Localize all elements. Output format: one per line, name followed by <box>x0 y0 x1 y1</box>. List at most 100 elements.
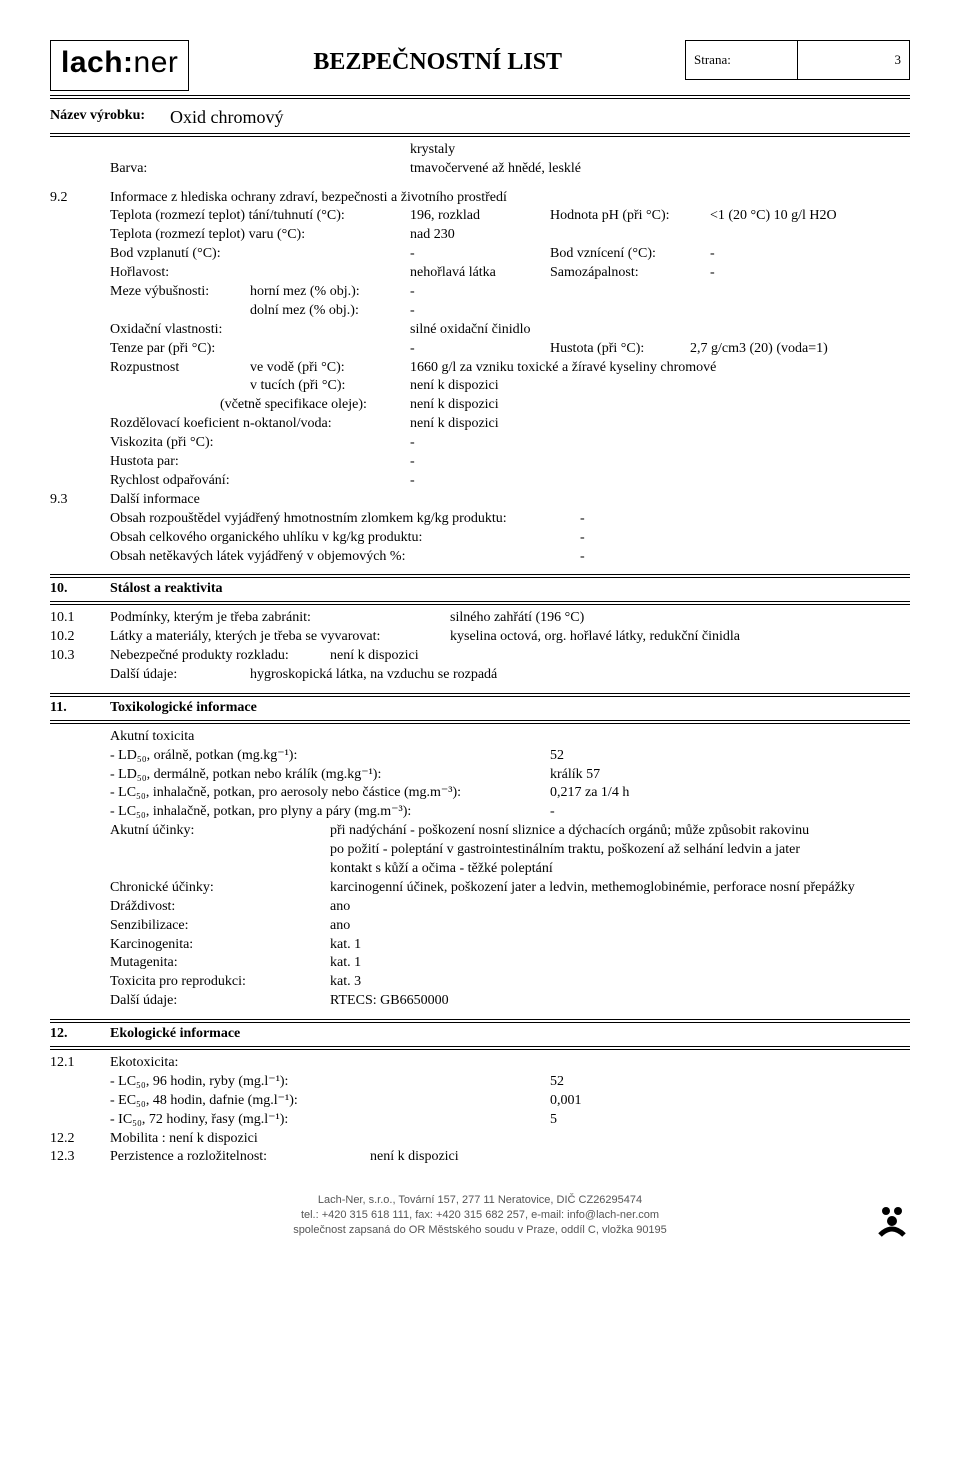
o1v: - <box>580 510 585 529</box>
section-10-body: 10.1Podmínky, kterým je třeba zabránit:s… <box>50 609 910 685</box>
document-title: BEZPEČNOSTNÍ LIST <box>189 40 686 78</box>
koef-v: není k dispozici <box>410 415 499 434</box>
v: 196, rozklad <box>410 207 550 226</box>
section-9-body: krystaly Barva:tmavočervené až hnědé, le… <box>50 141 910 567</box>
k: Teplota (rozmezí teplot) varu (°C): <box>110 226 410 245</box>
ox-k: Oxidační vlastnosti: <box>110 321 410 340</box>
ch-v: karcinogenní účinek, poškození jater a l… <box>330 879 910 898</box>
acute-toxicity-head: Akutní toxicita <box>110 728 910 747</box>
visk-k: Viskozita (při °C): <box>110 434 410 453</box>
s11-num: 11. <box>50 699 110 718</box>
k: Látky a materiály, kterých je třeba se v… <box>110 628 450 647</box>
product-row: Název výrobku: Oxid chromový <box>50 103 910 131</box>
hust-k: Hustota (při °C): <box>550 340 690 359</box>
s10-num: 10. <box>50 580 110 599</box>
o2v: - <box>580 529 585 548</box>
logo-right: ner <box>134 46 179 79</box>
num-9-3: 9.3 <box>50 491 100 510</box>
page-header: lach:ner BEZPEČNOSTNÍ LIST Strana: 3 <box>50 40 910 91</box>
tr-v: kat. 3 <box>330 973 361 992</box>
o1: Obsah rozpouštědel vyjádřený hmotnostním… <box>110 510 580 529</box>
k: Nebezpečné produkty rozkladu: <box>110 647 330 666</box>
section-10-head: 10.Stálost a reaktivita <box>50 574 910 605</box>
hpar-k: Hustota par: <box>110 453 410 472</box>
rozp-bv: není k dispozici <box>410 377 499 396</box>
au-1: při nadýchání - poškození nosní sliznice… <box>330 822 910 841</box>
ka-v: kat. 1 <box>330 936 361 955</box>
visk-v: - <box>410 434 415 453</box>
r3: - IC₅₀, 72 hodiny, řasy (mg.l⁻¹): <box>110 1111 550 1130</box>
v: hygroskopická látka, na vzduchu se rozpa… <box>250 666 497 685</box>
meze-h: horní mez (% obj.): <box>250 283 410 302</box>
rozp-av: 1660 g/l za vzniku toxické a žíravé kyse… <box>410 359 716 378</box>
koef-k: Rozdělovací koeficient n-oktanol/voda: <box>110 415 410 434</box>
n: 10.1 <box>50 609 100 628</box>
v2: <1 (20 °C) 10 g/l H2O <box>710 207 837 226</box>
r2: - EC₅₀, 48 hodin, dafnie (mg.l⁻¹): <box>110 1092 550 1111</box>
au-3: kontakt s kůží a očima - těžké poleptání <box>330 860 910 879</box>
k2: Bod vznícení (°C): <box>550 245 710 264</box>
se-k: Senzibilizace: <box>110 917 330 936</box>
section-12-body: 12.1 Ekotoxicita: - LC₅₀, 96 hodin, ryby … <box>50 1054 910 1167</box>
rule <box>50 95 910 99</box>
footer-line-3: společnost zapsaná do OR Městského soudu… <box>50 1223 910 1238</box>
o2: Obsah celkového organického uhlíku v kg/… <box>110 529 580 548</box>
certification-icon <box>874 1201 910 1242</box>
hpar-v: - <box>410 453 415 472</box>
page-number: 3 <box>798 40 910 80</box>
k: Teplota (rozmezí teplot) tání/tuhnutí (°… <box>110 207 410 226</box>
section-11-body: Akutní toxicita - LD₅₀, orálně, potkan (… <box>50 728 910 1011</box>
r2: - LD₅₀, dermálně, potkan nebo králík (mg… <box>110 766 550 785</box>
hust-v: 2,7 g/cm3 (20) (voda=1) <box>690 340 828 359</box>
color-value: tmavočervené až hnědé, lesklé <box>410 160 581 179</box>
t: Perzistence a rozložitelnost: <box>110 1148 370 1167</box>
v2: - <box>710 245 715 264</box>
au-k: Akutní účinky: <box>110 822 330 841</box>
n: 10.2 <box>50 628 100 647</box>
footer-line-1: Lach-Ner, s.r.o., Tovární 157, 277 11 Ne… <box>50 1193 910 1208</box>
r4: - LC₅₀, inhalačně, potkan, pro plyny a p… <box>110 803 550 822</box>
r1v: 52 <box>550 1073 564 1092</box>
appearance-label <box>110 141 410 160</box>
rozp-b: v tucích (při °C): <box>250 377 410 396</box>
n: 12.3 <box>50 1148 100 1167</box>
n: 12.1 <box>50 1054 100 1073</box>
rodp-v: - <box>410 472 415 491</box>
s11-title: Toxikologické informace <box>110 699 257 718</box>
logo-sep: : <box>123 46 134 79</box>
logo: lach:ner <box>50 40 189 91</box>
n: 12.2 <box>50 1130 100 1149</box>
page-footer: Lach-Ner, s.r.o., Tovární 157, 277 11 Ne… <box>50 1193 910 1238</box>
au-2: po požití - poleptání v gastrointestinál… <box>330 841 910 860</box>
r1: - LC₅₀, 96 hodin, ryby (mg.l⁻¹): <box>110 1073 550 1092</box>
title-9-2: Informace z hlediska ochrany zdraví, bez… <box>110 190 507 205</box>
ch-k: Chronické účinky: <box>110 879 330 898</box>
o3v: - <box>580 548 585 567</box>
ox-v: silné oxidační činidlo <box>410 321 531 340</box>
section-11-head: 11.Toxikologické informace <box>50 693 910 724</box>
t: Ekotoxicita: <box>110 1055 178 1070</box>
s12-num: 12. <box>50 1025 110 1044</box>
v: nehořlavá látka <box>410 264 550 283</box>
v: silného zahřátí (196 °C) <box>450 609 584 628</box>
rozp-cv: není k dispozici <box>410 396 499 415</box>
footer-line-2: tel.: +420 315 618 111, fax: +420 315 68… <box>50 1208 910 1223</box>
rozp-k: Rozpustnost <box>110 359 250 378</box>
product-name: Oxid chromový <box>170 105 283 129</box>
logo-left: lach <box>61 46 123 79</box>
page-meta: Strana: 3 <box>685 40 910 80</box>
dr-v: ano <box>330 898 350 917</box>
color-label: Barva: <box>110 160 410 179</box>
meze-d: dolní mez (% obj.): <box>250 302 410 321</box>
n: 10.3 <box>50 647 100 666</box>
k: Bod vzplanutí (°C): <box>110 245 410 264</box>
r4v: - <box>550 803 555 822</box>
r1: - LD₅₀, orálně, potkan (mg.kg⁻¹): <box>110 747 550 766</box>
rule <box>50 133 910 137</box>
mu-v: kat. 1 <box>330 954 361 973</box>
du-k: Další údaje: <box>110 992 330 1011</box>
r1v: 52 <box>550 747 564 766</box>
product-label: Název výrobku: <box>50 107 170 126</box>
r3v: 5 <box>550 1111 557 1130</box>
meze-dv: - <box>410 302 415 321</box>
